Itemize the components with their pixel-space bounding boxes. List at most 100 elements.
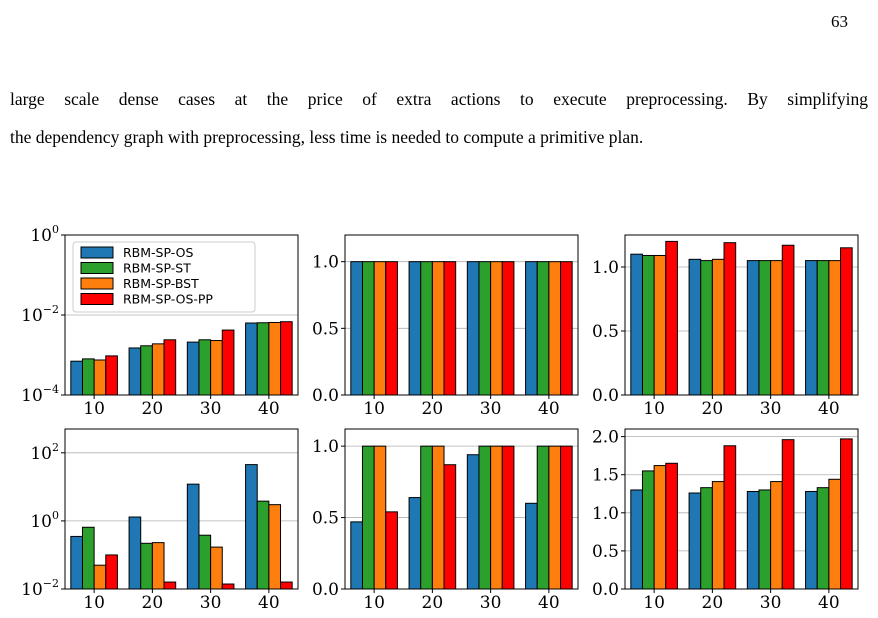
x-tick-label-40: 40: [818, 399, 840, 419]
bar-rbm-sp-os-pp-40: [560, 261, 573, 396]
bar-rbm-sp-os-pp-10: [665, 462, 678, 590]
bar-rbm-sp-st-20: [700, 487, 713, 590]
x-tick-label-10: 10: [643, 399, 665, 419]
bar-rbm-sp-os-pp-40: [840, 247, 853, 396]
bar-rbm-sp-os-pp-10: [385, 511, 398, 590]
bar-rbm-sp-os-10: [630, 489, 643, 590]
bar-rbm-sp-st-30: [478, 261, 492, 396]
bar-rbm-sp-st-10: [81, 358, 95, 396]
bar-rbm-sp-bst-30: [770, 260, 783, 396]
bar-rbm-sp-os-10: [350, 261, 363, 396]
bar-rbm-sp-os-30: [466, 261, 480, 396]
bar-rbm-sp-os-pp-20: [163, 339, 177, 396]
bar-rbm-sp-os-30: [466, 454, 480, 590]
plot-frame: [624, 428, 859, 590]
bar-rbm-sp-os-pp-40: [280, 321, 293, 396]
legend-box: [72, 241, 256, 313]
x-tick-label-10: 10: [363, 593, 385, 613]
bar-rbm-sp-os-40: [525, 502, 538, 590]
bar-rbm-sp-os-40: [245, 322, 258, 396]
x-tick-label-20: 20: [702, 399, 724, 419]
bar-rbm-sp-os-pp-20: [163, 581, 177, 590]
bar-rbm-sp-os-pp-20: [443, 464, 457, 590]
bar-rbm-sp-bst-30: [770, 481, 783, 590]
bar-rbm-sp-st-40: [536, 445, 550, 590]
bar-rbm-sp-bst-30: [210, 546, 223, 590]
bar-rbm-sp-os-30: [746, 260, 760, 396]
bar-rbm-sp-os-pp-10: [105, 355, 118, 396]
x-tick-label-10: 10: [363, 399, 385, 419]
bar-rbm-sp-os-20: [688, 258, 702, 396]
bar-rbm-sp-st-40: [256, 500, 270, 590]
bar-rbm-sp-os-30: [186, 483, 200, 590]
bar-rbm-sp-os-30: [186, 341, 200, 396]
bar-rbm-sp-os-20: [688, 492, 702, 590]
bar-rbm-sp-bst-40: [268, 504, 282, 590]
legend-entry-label: RBM-SP-OS-PP: [123, 292, 213, 307]
plot-frame: [344, 428, 579, 590]
bar-rbm-sp-st-30: [758, 260, 772, 396]
y-tick-label: 0.0: [592, 386, 619, 406]
bar-rbm-sp-bst-20: [431, 445, 445, 590]
bar-rbm-sp-bst-30: [490, 261, 503, 396]
bar-rbm-sp-os-pp-10: [385, 261, 398, 396]
bar-rbm-sp-bst-40: [828, 260, 842, 396]
y-tick-label: 0.0: [312, 580, 339, 600]
bar-rbm-sp-os-40: [525, 261, 538, 396]
bar-rbm-sp-bst-10: [373, 445, 387, 590]
bar-rbm-sp-st-10: [361, 445, 375, 590]
bar-rbm-sp-os-pp-40: [560, 445, 573, 590]
legend-entry-label: RBM-SP-OS: [123, 245, 193, 260]
bar-rbm-sp-os-40: [805, 490, 818, 590]
x-tick-label-20: 20: [422, 399, 444, 419]
bar-rbm-sp-bst-40: [268, 321, 282, 396]
x-tick-label-40: 40: [538, 399, 560, 419]
bar-rbm-sp-bst-20: [151, 542, 165, 590]
legend-swatch: [80, 293, 114, 305]
bar-rbm-sp-os-20: [128, 347, 142, 396]
x-tick-label-20: 20: [422, 593, 444, 613]
plot-frame: [624, 234, 859, 396]
y-tick-label: 0.0: [312, 386, 339, 406]
legend-swatch: [80, 277, 114, 290]
bar-rbm-sp-st-30: [198, 339, 212, 396]
chart-panel-5: 0.0 0.5 1.0 10 20 30 40: [312, 428, 579, 613]
plot-frame: [344, 234, 579, 396]
legend-entry-label: RBM-SP-BST: [123, 276, 199, 291]
bar-rbm-sp-os-pp-30: [501, 261, 515, 396]
bar-rbm-sp-os-pp-10: [105, 554, 118, 590]
page-number: 63: [831, 12, 848, 31]
bar-rbm-sp-st-40: [256, 322, 270, 396]
bar-rbm-sp-bst-10: [93, 564, 107, 590]
y-tick-label: 2.0: [592, 428, 619, 448]
y-tick-label: 1.0: [312, 437, 339, 457]
plot-frame: [64, 428, 299, 590]
bar-rbm-sp-st-10: [641, 254, 655, 396]
bar-rbm-sp-st-30: [758, 489, 772, 590]
y-tick-label: 1.0: [592, 504, 619, 524]
bar-rbm-sp-st-20: [700, 260, 713, 396]
bar-rbm-sp-bst-20: [711, 481, 725, 590]
bar-rbm-sp-bst-20: [151, 343, 165, 396]
chart-panel-3: 0.0 0.5 1.0 10 20 30 40: [592, 234, 859, 419]
y-tick-label: 0.5: [592, 322, 619, 342]
bar-rbm-sp-os-pp-30: [221, 329, 235, 396]
bar-rbm-sp-os-pp-20: [723, 242, 737, 396]
x-tick-label-40: 40: [538, 593, 560, 613]
bar-rbm-sp-os-pp-30: [221, 583, 235, 590]
chart-panel-6: 0.0 0.5 1.0 1.5 2.0 10 20 30 40: [592, 428, 859, 613]
x-tick-label-20: 20: [142, 399, 164, 419]
y-tick-label: 1.0: [592, 258, 619, 278]
bar-rbm-sp-bst-10: [653, 465, 667, 590]
bar-rbm-sp-bst-10: [373, 261, 387, 396]
bar-rbm-sp-bst-10: [93, 359, 107, 396]
x-tick-label-30: 30: [200, 399, 222, 419]
bar-rbm-sp-st-20: [140, 542, 153, 590]
bar-rbm-sp-os-pp-20: [443, 261, 457, 396]
x-tick-label-30: 30: [480, 399, 502, 419]
bar-rbm-sp-os-pp-30: [501, 445, 515, 590]
x-tick-label-10: 10: [643, 593, 665, 613]
bar-rbm-sp-st-10: [641, 470, 655, 590]
